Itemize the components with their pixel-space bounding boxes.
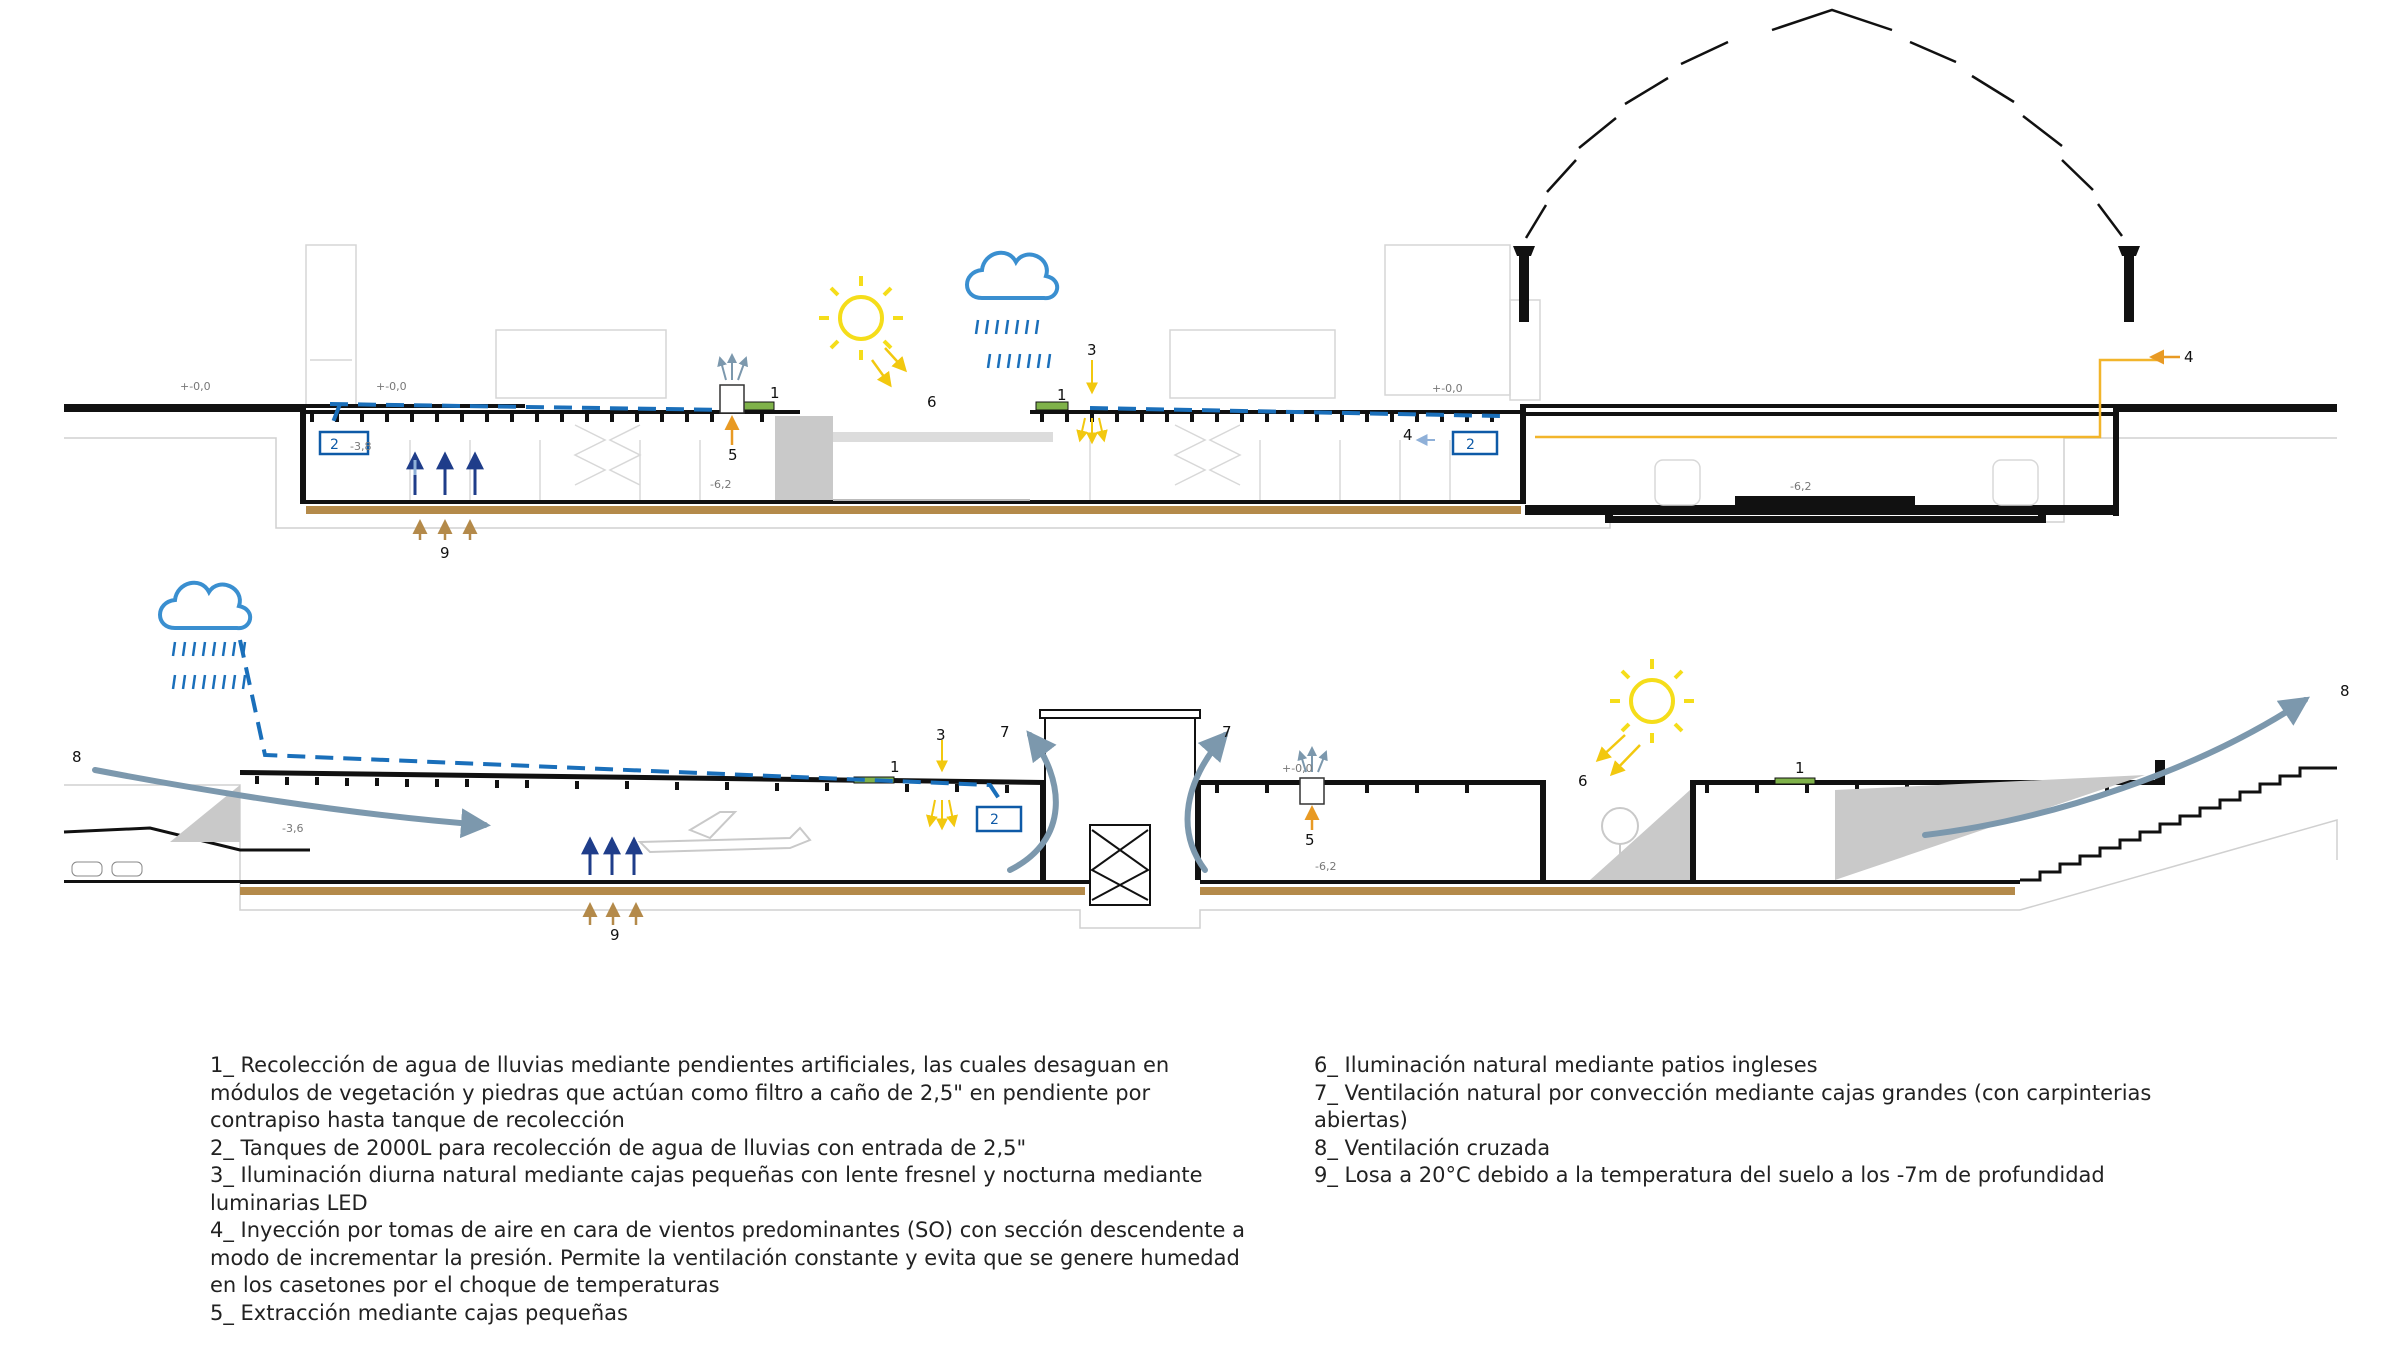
top-section: 2 -3,8 2	[64, 8, 2337, 562]
fresnel-light-box-top	[1076, 360, 1108, 445]
rainwater-tank-1: 2 -3,8	[318, 430, 371, 456]
level-label: +-0,0	[376, 380, 407, 393]
ground-line-top	[64, 404, 2337, 412]
level-label: +-0,0	[180, 380, 211, 393]
label-4: 4	[2184, 348, 2194, 366]
roof-casetones-top	[310, 414, 1494, 422]
tank-label: 2	[990, 812, 999, 828]
rainwater-tank-2: 2	[1451, 430, 1499, 456]
bottom-building	[240, 760, 2165, 895]
rainwater-pipe-bottom	[238, 639, 1002, 802]
label-9: 9	[440, 544, 450, 562]
label-7: 7	[1222, 723, 1232, 741]
legend-item-7: 7_ Ventilación natural por convección me…	[1314, 1080, 2152, 1133]
patio-ingles-top	[775, 416, 1053, 501]
vegetation-module	[1774, 777, 1816, 785]
level-label: -6,2	[1315, 860, 1336, 873]
rainwater-pipe-top	[328, 402, 1501, 431]
airplane-icon	[637, 811, 812, 854]
ground-heat-arrows-bottom	[582, 902, 644, 925]
stairs	[2020, 766, 2337, 882]
solar-arrows-bottom	[1595, 734, 1641, 777]
station-roof	[1524, 8, 2123, 239]
label-8: 8	[2340, 682, 2350, 700]
legend-right: 6_ Iluminación natural mediante patios i…	[1314, 1052, 2214, 1190]
patio-shadows-bottom	[170, 775, 2145, 880]
central-tower	[1039, 709, 1201, 906]
label-3: 3	[936, 726, 946, 744]
level-label: +-0,0	[1282, 762, 1313, 775]
level-label: -6,2	[1790, 480, 1811, 493]
tank-label: 2	[1466, 437, 1475, 453]
air-flow-arrows-top	[406, 451, 484, 495]
sun-icon	[819, 276, 903, 360]
label-5: 5	[728, 446, 738, 464]
label-9: 9	[610, 926, 620, 944]
label-1: 1	[1795, 759, 1805, 777]
air-injection-duct	[1535, 358, 2160, 439]
rain-cloud-icon	[158, 580, 252, 690]
legend-item-3: 3_ Iluminación diurna natural mediante c…	[210, 1163, 1203, 1215]
extraction-box-top	[717, 353, 748, 445]
label-4: 4	[1403, 426, 1413, 444]
bottom-section: 2	[63, 580, 2350, 944]
legend-item-1: 1_ Recolección de agua de lluvias median…	[210, 1053, 1170, 1132]
extraction-box-bottom	[1297, 746, 1328, 830]
cross-ventilation-arrows	[92, 696, 2310, 873]
rainwater-tank-3	[975, 805, 1023, 833]
label-6: 6	[927, 393, 937, 411]
vegetation-module	[741, 401, 775, 411]
level-label: +-0,0	[1432, 382, 1463, 395]
label-5: 5	[1305, 831, 1315, 849]
solar-arrows-top	[870, 347, 908, 388]
label-8: 8	[72, 748, 82, 766]
label-1: 1	[770, 384, 780, 402]
vegetation-module	[1035, 401, 1069, 411]
tree-icon	[1601, 807, 1639, 880]
label-3: 3	[1087, 341, 1097, 359]
station-columns	[1513, 246, 2140, 322]
label-1: 1	[890, 758, 900, 776]
label-6: 6	[1578, 772, 1588, 790]
level-label: -3,8	[350, 440, 371, 453]
section-diagram: 2 -3,8 2	[63, 8, 2350, 944]
legend-item-2: 2_ Tanques de 2000L para recolección de …	[210, 1135, 1027, 1160]
label-7: 7	[1000, 723, 1010, 741]
tank-label: 2	[330, 437, 339, 453]
fresnel-light-box-bottom	[925, 740, 959, 831]
legend-left: 1_ Recolección de agua de lluvias median…	[210, 1052, 1250, 1327]
sun-icon	[1610, 659, 1694, 743]
interior-lines-top	[409, 424, 2039, 506]
legend-item-6: 6_ Iluminación natural mediante patios i…	[1314, 1053, 1818, 1077]
level-label: -6,2	[710, 478, 731, 491]
legend-item-9: 9_ Losa a 20°C debido a la temperatura d…	[1314, 1163, 2105, 1187]
legend-item-5: 5_ Extracción mediante cajas pequeñas	[210, 1300, 628, 1325]
top-building	[300, 404, 2119, 523]
background-buildings	[305, 244, 1541, 406]
rain-cloud-icon	[965, 250, 1059, 369]
label-1: 1	[1057, 386, 1067, 404]
legend-item-4: 4_ Inyección por tomas de aire en cara d…	[210, 1218, 1245, 1297]
level-label: -3,6	[282, 822, 303, 835]
ground-heat-arrows-top	[412, 519, 478, 540]
air-flow-arrows-bottom	[581, 836, 643, 875]
legend-item-8: 8_ Ventilación cruzada	[1314, 1135, 1551, 1160]
